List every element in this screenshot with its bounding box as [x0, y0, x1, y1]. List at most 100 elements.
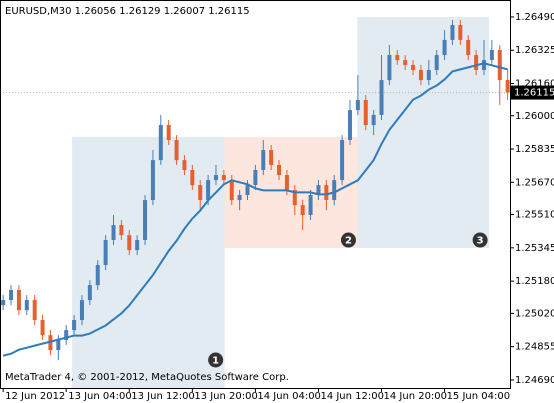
candle-body [40, 320, 45, 336]
candle-body [64, 330, 69, 341]
y-tick-label: 1.24855 [515, 342, 554, 353]
candle-body [87, 285, 92, 301]
candle-body [347, 110, 352, 140]
zone [72, 136, 225, 388]
y-tick-label: 1.24690 [515, 375, 554, 386]
candle-body [371, 114, 376, 126]
candle-body [206, 180, 211, 201]
x-tick-label: 12 Jun 2012 [5, 391, 65, 402]
candle-body [24, 300, 29, 311]
y-tick-label: 1.25345 [515, 243, 554, 254]
candle-body [292, 189, 297, 206]
last-price-label: 1.26115 [514, 88, 554, 99]
x-tick-label: 13 Jun 04:00 [68, 391, 132, 402]
candle-body [119, 225, 124, 236]
candle-body [308, 195, 313, 215]
candle-body [489, 50, 494, 61]
candle-body [103, 239, 108, 265]
candle-body [363, 100, 368, 126]
candle-body [474, 55, 479, 70]
candle-body [269, 150, 274, 165]
candle-body [9, 289, 14, 301]
y-tick-label: 1.25020 [515, 308, 554, 319]
footer: MetaTrader 4, © 2001-2012, MetaQuotes So… [5, 372, 289, 383]
candle-body [355, 100, 360, 111]
x-tick-label: 14 Jun 04:00 [257, 391, 321, 402]
y-tick-label: 1.26000 [515, 111, 554, 122]
candle-body [434, 55, 439, 70]
candle-body [158, 125, 163, 161]
candle-body [505, 80, 510, 93]
candle-body [190, 170, 195, 186]
candle-body [277, 164, 282, 176]
zone [357, 16, 490, 249]
last-price-box [511, 85, 554, 100]
marks [0, 19, 510, 361]
candle-body [182, 160, 187, 171]
candle-body [32, 300, 37, 321]
x-tick-label: 14 Jun 12:00 [320, 391, 384, 402]
zone-badge [472, 232, 488, 248]
candle-body [143, 200, 148, 240]
candle-body [442, 39, 447, 56]
candle-body [213, 175, 218, 181]
candle-body [458, 25, 463, 40]
y-tick-label: 1.26160 [515, 78, 554, 89]
candle-body [111, 225, 116, 240]
candle-body [411, 64, 416, 70]
zone-badge [340, 232, 356, 248]
candle-body [135, 239, 140, 251]
candle-body [497, 50, 502, 81]
zones: 1 2 3 [72, 16, 490, 388]
candle-body [237, 195, 242, 201]
x-tick-label: 15 Jun 04:00 [447, 391, 511, 402]
candle-body [324, 185, 329, 201]
candle-body [56, 340, 61, 351]
candle-body [253, 170, 258, 186]
candle-body [387, 55, 392, 81]
candle-body [95, 264, 100, 286]
candle-body [316, 185, 321, 196]
candle-body [379, 80, 384, 115]
candle-body [466, 39, 471, 56]
candle-body [198, 185, 203, 201]
candle-body [229, 180, 234, 201]
y-tick-label: 1.26325 [515, 45, 554, 56]
y-tick-label: 1.25510 [515, 210, 554, 221]
candle-body [72, 320, 77, 331]
candle-body [174, 139, 179, 161]
zone-label: 3 [477, 236, 484, 247]
candle-body [261, 150, 266, 171]
zone-badge [208, 352, 224, 368]
candle-body [221, 175, 226, 181]
candle-body [150, 160, 155, 201]
candle-body [403, 60, 408, 65]
candle-body [332, 180, 337, 201]
x-tick-label: 13 Jun 12:00 [131, 391, 195, 402]
zone-label: 1 [212, 356, 219, 367]
candle-body [340, 139, 345, 181]
candle-body [166, 125, 171, 140]
y-tick-label: 1.25180 [515, 276, 554, 287]
candle-body [450, 25, 455, 40]
candle-body [127, 235, 132, 251]
y-tick-label: 1.26490 [515, 12, 554, 23]
candle-body [16, 289, 21, 311]
candle-body [1, 300, 6, 306]
candle-body [481, 60, 486, 70]
chart-title: EURUSD,M30 1.26056 1.26129 1.26007 1.261… [5, 6, 250, 17]
moving-average [2, 62, 508, 357]
candle-body [284, 175, 289, 190]
zone [224, 136, 358, 249]
candle-body [79, 300, 84, 321]
candle-body [418, 69, 423, 81]
candle-body [245, 185, 250, 196]
candle-body [300, 205, 305, 215]
x-tick-label: 13 Jun 20:00 [194, 391, 258, 402]
y-tick-label: 1.25670 [515, 177, 554, 188]
zone-label: 2 [345, 236, 352, 247]
candle-body [426, 69, 431, 81]
x-tick-label: 14 Jun 20:00 [384, 391, 448, 402]
y-tick-label: 1.25835 [515, 144, 554, 155]
